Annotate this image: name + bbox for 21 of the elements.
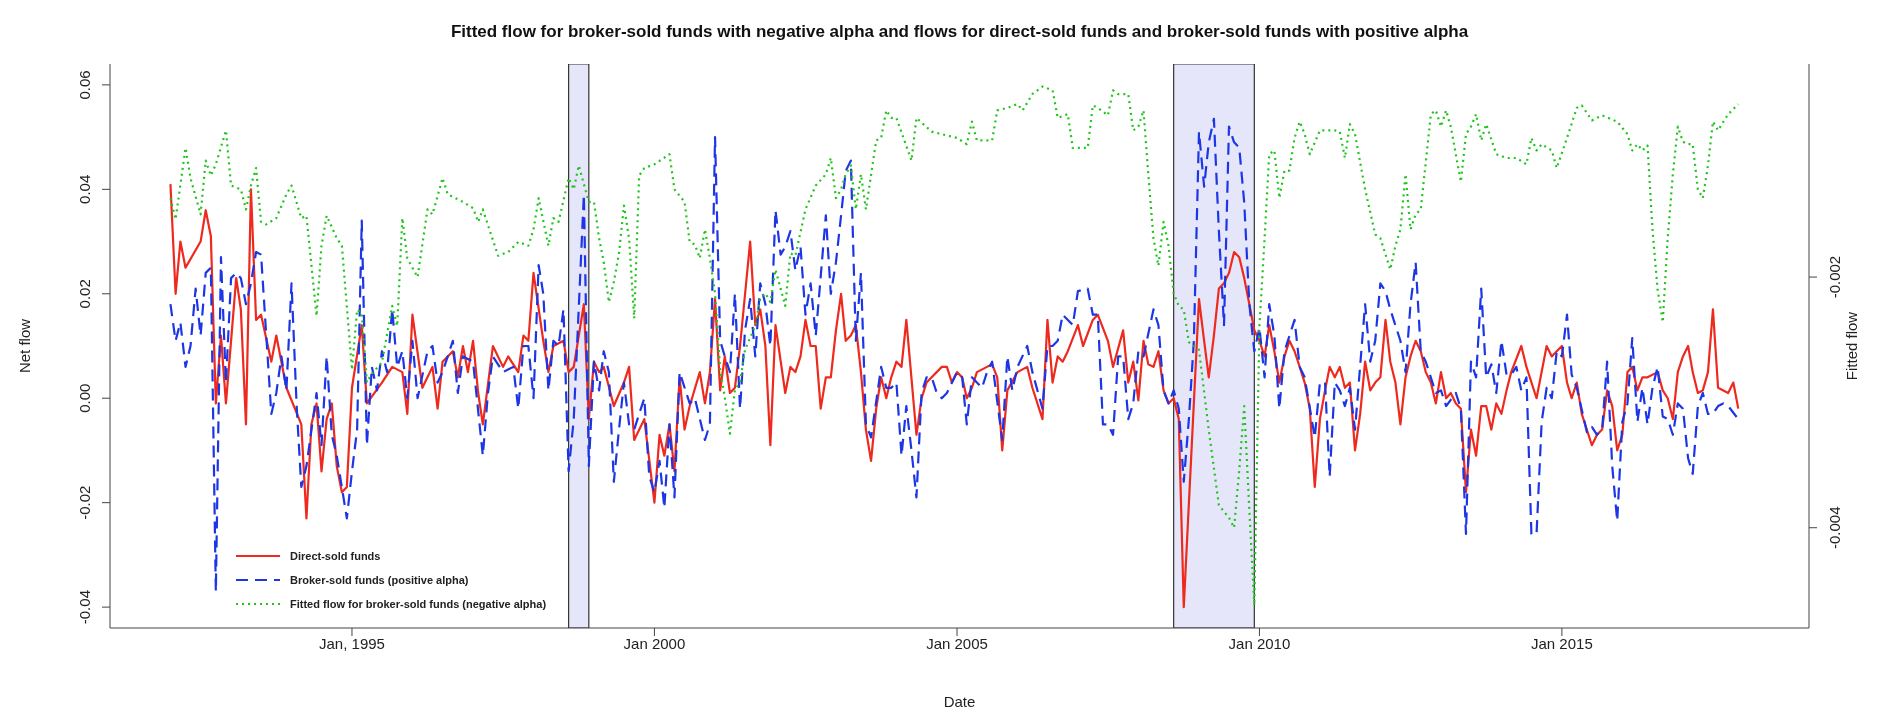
legend-label: Direct-sold funds [290, 550, 381, 562]
x-tick-label: Jan, 1995 [319, 634, 385, 652]
y-tick-label: 0.06 [76, 70, 93, 100]
x-axis-title: Date [943, 693, 976, 710]
y-axis-title: Net flow [15, 318, 33, 374]
y-tick-label: -0.04 [76, 590, 93, 625]
legend-label: Fitted flow for broker-sold funds (negative alpha) [290, 598, 547, 610]
y-tick-label: -0.02 [76, 485, 93, 520]
x-tick-label: Jan 2010 [1228, 634, 1291, 652]
x-tick-label: Jan 2000 [623, 634, 686, 652]
x-tick-label: Jan 2005 [926, 634, 988, 652]
line-series [169, 183, 1740, 609]
x-tick-label: Jan 2015 [1531, 634, 1593, 652]
y2-tick-label: -0.002 [1826, 255, 1844, 299]
legend-label: Broker-sold funds (positive alpha) [290, 574, 469, 586]
y-tick-label: 0.02 [76, 279, 93, 309]
y2-tick-label: -0.004 [1826, 506, 1844, 550]
chart-title: Fitted flow for broker-sold funds with negative alpha and flows for direct-sold funds and broker-sold funds with positive alpha [449, 22, 1470, 42]
y-tick-label: 0.00 [76, 383, 93, 413]
y-tick-label: 0.04 [76, 174, 93, 204]
y2-axis-title: Fitted flow [1842, 311, 1860, 381]
